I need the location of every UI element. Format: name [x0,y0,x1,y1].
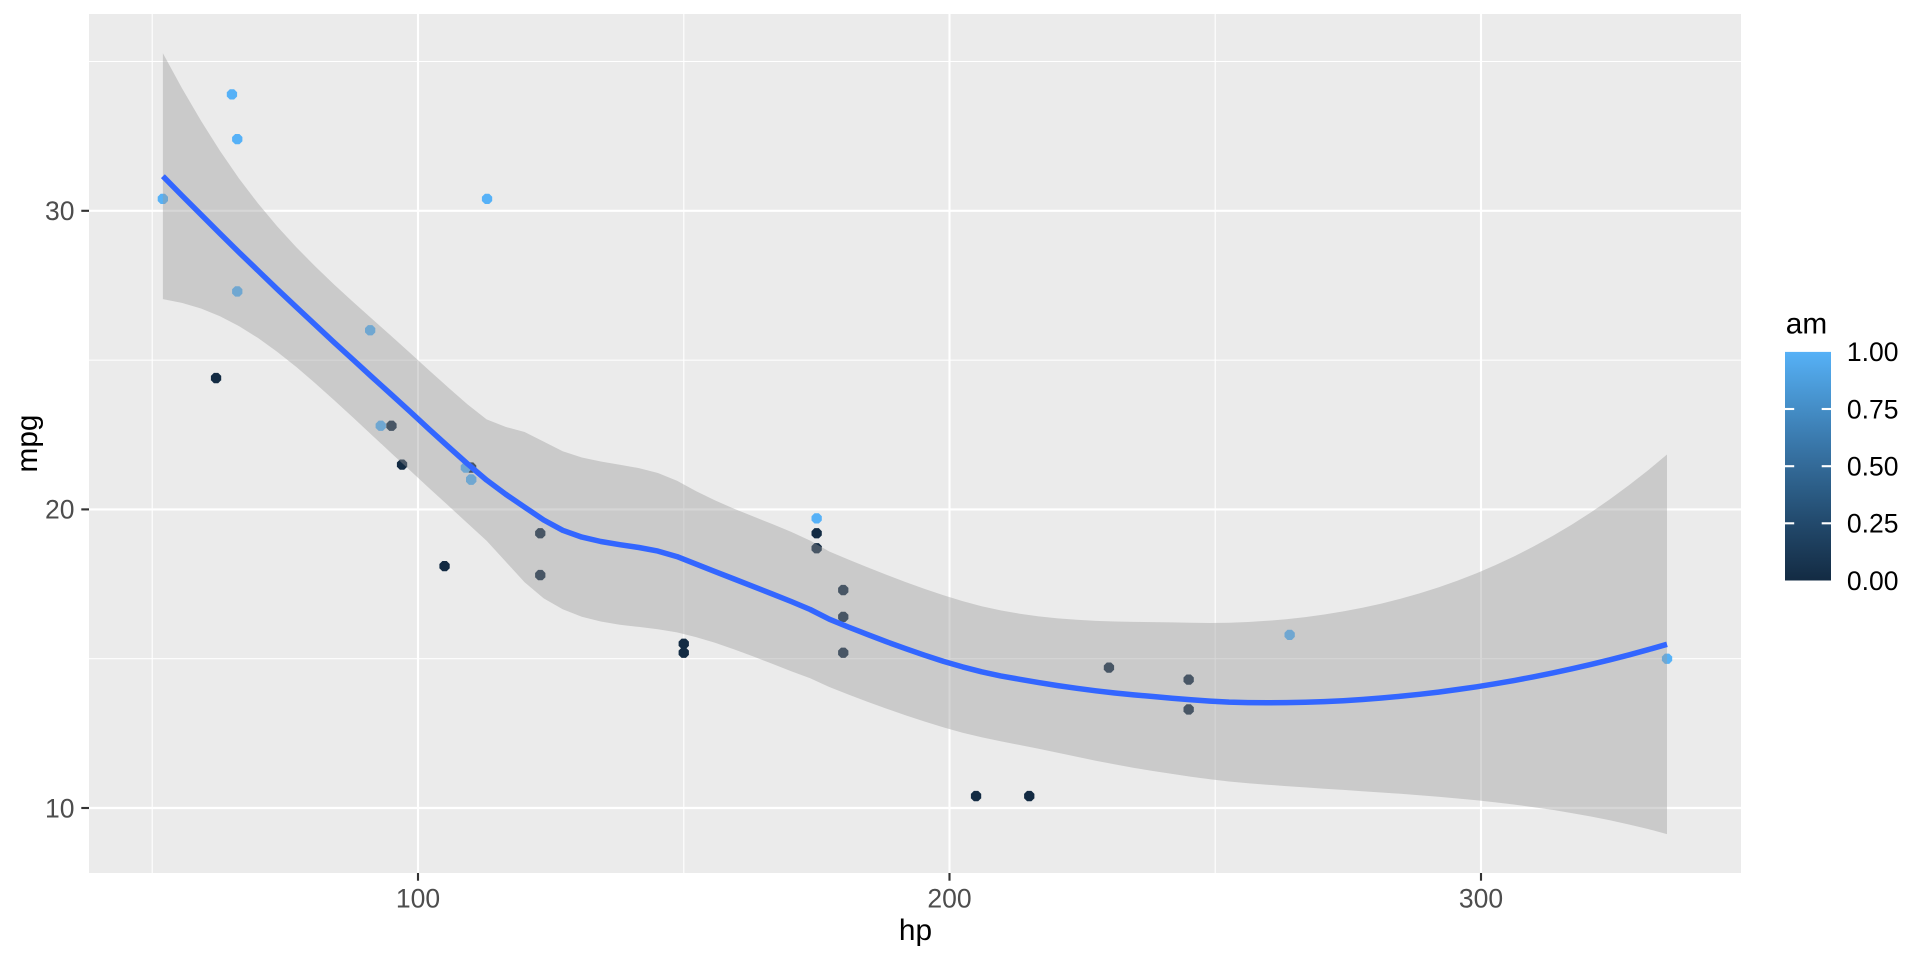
svg-text:0.75: 0.75 [1847,394,1899,424]
svg-text:10: 10 [45,793,74,823]
svg-text:0.25: 0.25 [1847,509,1899,539]
svg-text:am: am [1786,307,1827,340]
svg-text:300: 300 [1459,883,1503,913]
svg-text:1.00: 1.00 [1847,337,1899,367]
svg-text:20: 20 [45,495,74,525]
svg-text:30: 30 [45,196,74,226]
svg-text:0.50: 0.50 [1847,452,1899,482]
svg-text:0.00: 0.00 [1847,566,1899,596]
svg-text:100: 100 [396,883,440,913]
svg-text:mpg: mpg [11,415,44,473]
svg-text:hp: hp [899,914,932,947]
svg-text:200: 200 [927,883,971,913]
